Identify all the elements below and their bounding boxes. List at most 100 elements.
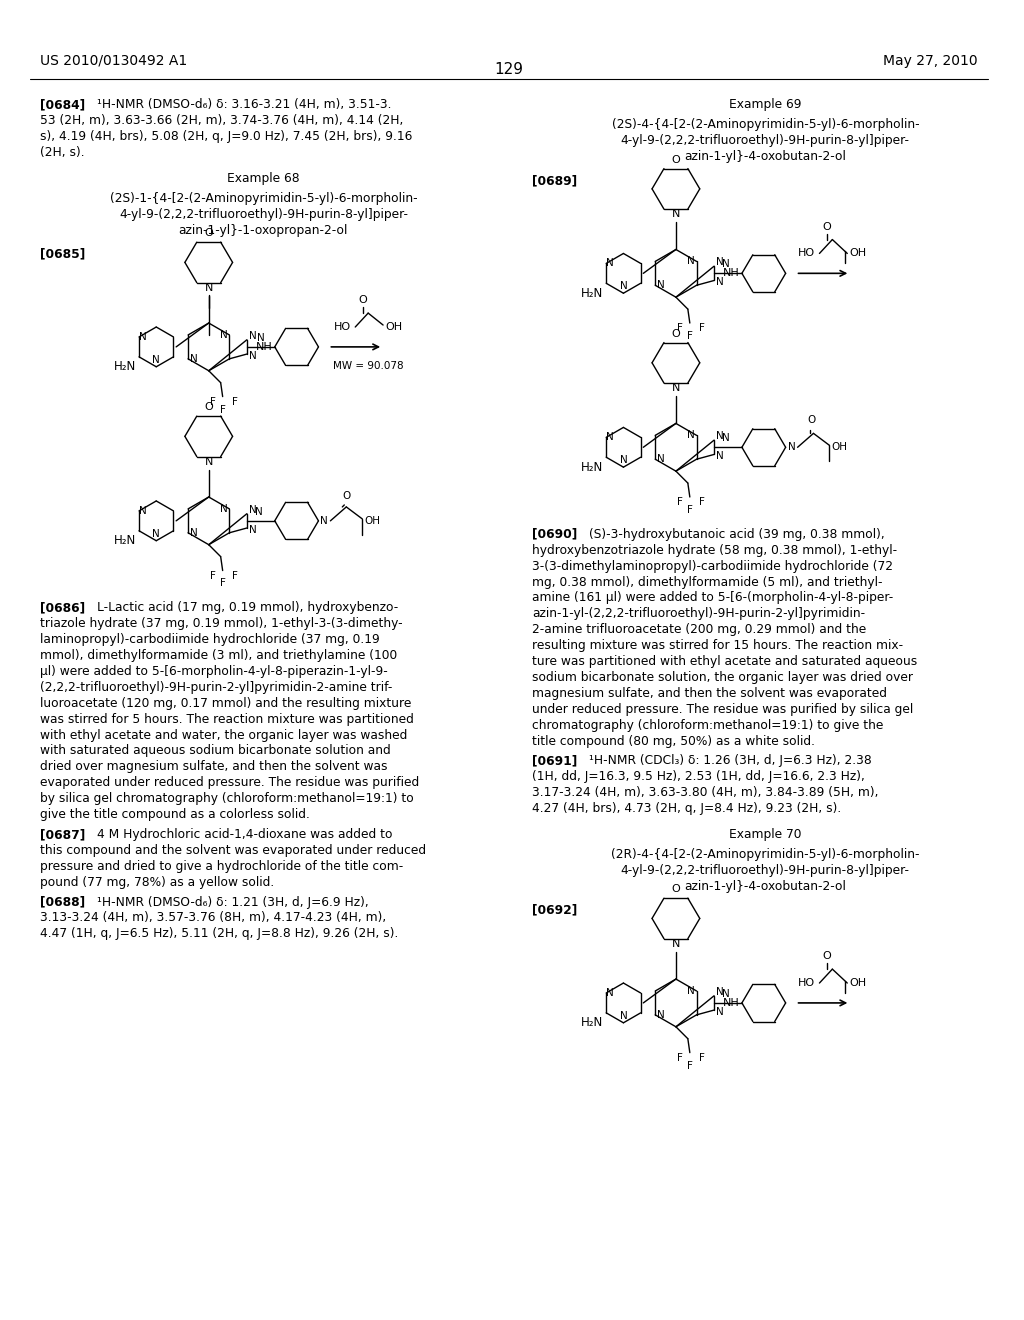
Text: [0692]: [0692]	[531, 903, 578, 916]
Text: N: N	[787, 442, 796, 453]
Text: H₂N: H₂N	[582, 286, 603, 300]
Text: azin-1-yl}-4-oxobutan-2-ol: azin-1-yl}-4-oxobutan-2-ol	[684, 879, 846, 892]
Text: F: F	[220, 578, 225, 589]
Text: N: N	[620, 281, 628, 292]
Text: N: N	[672, 939, 680, 949]
Text: F: F	[210, 396, 216, 407]
Text: F: F	[687, 331, 693, 341]
Text: N: N	[257, 333, 264, 343]
Text: OH: OH	[849, 978, 866, 989]
Text: N: N	[606, 433, 614, 442]
Text: amine (161 μl) were added to 5-[6-(morpholin-4-yl-8-piper-: amine (161 μl) were added to 5-[6-(morph…	[531, 591, 893, 605]
Text: with saturated aqueous sodium bicarbonate solution and: with saturated aqueous sodium bicarbonat…	[40, 744, 390, 758]
Text: F: F	[687, 506, 693, 515]
Text: N: N	[722, 989, 730, 999]
Text: N: N	[620, 1011, 628, 1020]
Text: N: N	[153, 355, 160, 364]
Text: NH: NH	[256, 342, 272, 352]
Text: N: N	[716, 451, 724, 462]
Text: with ethyl acetate and water, the organic layer was washed: with ethyl acetate and water, the organi…	[40, 729, 408, 742]
Text: L-Lactic acid (17 mg, 0.19 mmol), hydroxybenzo-: L-Lactic acid (17 mg, 0.19 mmol), hydrox…	[97, 602, 398, 614]
Text: N: N	[716, 277, 724, 288]
Text: O: O	[672, 329, 680, 339]
Text: ture was partitioned with ethyl acetate and saturated aqueous: ture was partitioned with ethyl acetate …	[531, 655, 918, 668]
Text: NH: NH	[723, 998, 740, 1008]
Text: (1H, dd, J=16.3, 9.5 Hz), 2.53 (1H, dd, J=16.6, 2.3 Hz),: (1H, dd, J=16.3, 9.5 Hz), 2.53 (1H, dd, …	[531, 771, 864, 783]
Text: [0684]: [0684]	[40, 99, 85, 111]
Text: HO: HO	[798, 248, 815, 259]
Text: N: N	[722, 433, 730, 444]
Text: N: N	[716, 987, 724, 997]
Text: triazole hydrate (37 mg, 0.19 mmol), 1-ethyl-3-(3-dimethy-: triazole hydrate (37 mg, 0.19 mmol), 1-e…	[40, 618, 402, 630]
Text: laminopropyl)-carbodiimide hydrochloride (37 mg, 0.19: laminopropyl)-carbodiimide hydrochloride…	[40, 634, 380, 647]
Text: 129: 129	[495, 62, 523, 77]
Text: H₂N: H₂N	[114, 535, 136, 548]
Text: Example 68: Example 68	[227, 172, 300, 185]
Text: (2H, s).: (2H, s).	[40, 147, 84, 160]
Text: N: N	[139, 506, 146, 516]
Text: OH: OH	[365, 516, 380, 525]
Text: OH: OH	[831, 442, 848, 453]
Text: this compound and the solvent was evaporated under reduced: this compound and the solvent was evapor…	[40, 843, 426, 857]
Text: O: O	[822, 952, 830, 961]
Text: ¹H-NMR (DMSO-d₆) δ: 1.21 (3H, d, J=6.9 Hz),: ¹H-NMR (DMSO-d₆) δ: 1.21 (3H, d, J=6.9 H…	[97, 895, 370, 908]
Text: ¹H-NMR (CDCl₃) δ: 1.26 (3H, d, J=6.3 Hz), 2.38: ¹H-NMR (CDCl₃) δ: 1.26 (3H, d, J=6.3 Hz)…	[590, 755, 872, 767]
Text: azin-1-yl}-4-oxobutan-2-ol: azin-1-yl}-4-oxobutan-2-ol	[684, 150, 846, 164]
Text: (2S)-4-{4-[2-(2-Aminopyrimidin-5-yl)-6-morpholin-: (2S)-4-{4-[2-(2-Aminopyrimidin-5-yl)-6-m…	[611, 119, 920, 131]
Text: azin-1-yl-(2,2,2-trifluoroethyl)-9H-purin-2-yl]pyrimidin-: azin-1-yl-(2,2,2-trifluoroethyl)-9H-puri…	[531, 607, 865, 620]
Text: N: N	[687, 986, 694, 997]
Text: N: N	[606, 987, 614, 998]
Text: N: N	[249, 351, 257, 362]
Text: N: N	[657, 454, 665, 465]
Text: [0689]: [0689]	[531, 174, 577, 187]
Text: give the title compound as a colorless solid.: give the title compound as a colorless s…	[40, 808, 309, 821]
Text: was stirred for 5 hours. The reaction mixture was partitioned: was stirred for 5 hours. The reaction mi…	[40, 713, 414, 726]
Text: evaporated under reduced pressure. The residue was purified: evaporated under reduced pressure. The r…	[40, 776, 419, 789]
Text: hydroxybenzotriazole hydrate (58 mg, 0.38 mmol), 1-ethyl-: hydroxybenzotriazole hydrate (58 mg, 0.3…	[531, 544, 897, 557]
Text: chromatography (chloroform:methanol=19:1) to give the: chromatography (chloroform:methanol=19:1…	[531, 718, 883, 731]
Text: F: F	[698, 1052, 705, 1063]
Text: [0685]: [0685]	[40, 247, 85, 260]
Text: O: O	[672, 884, 680, 894]
Text: N: N	[321, 516, 329, 525]
Text: N: N	[139, 331, 146, 342]
Text: O: O	[342, 491, 350, 502]
Text: O: O	[205, 403, 213, 412]
Text: resulting mixture was stirred for 15 hours. The reaction mix-: resulting mixture was stirred for 15 hou…	[531, 639, 903, 652]
Text: (2R)-4-{4-[2-(2-Aminopyrimidin-5-yl)-6-morpholin-: (2R)-4-{4-[2-(2-Aminopyrimidin-5-yl)-6-m…	[611, 847, 920, 861]
Text: (2S)-1-{4-[2-(2-Aminopyrimidin-5-yl)-6-morpholin-: (2S)-1-{4-[2-(2-Aminopyrimidin-5-yl)-6-m…	[110, 191, 417, 205]
Text: N: N	[620, 455, 628, 465]
Text: O: O	[205, 228, 213, 238]
Text: N: N	[153, 529, 160, 539]
Text: OH: OH	[385, 322, 402, 333]
Text: F: F	[687, 1060, 693, 1071]
Text: F: F	[677, 323, 683, 333]
Text: dried over magnesium sulfate, and then the solvent was: dried over magnesium sulfate, and then t…	[40, 760, 387, 774]
Text: 4.47 (1H, q, J=6.5 Hz), 5.11 (2H, q, J=8.8 Hz), 9.26 (2H, s).: 4.47 (1H, q, J=6.5 Hz), 5.11 (2H, q, J=8…	[40, 928, 398, 940]
Text: N: N	[205, 457, 213, 467]
Text: (2,2,2-trifluoroethyl)-9H-purin-2-yl]pyrimidin-2-amine trif-: (2,2,2-trifluoroethyl)-9H-purin-2-yl]pyr…	[40, 681, 392, 694]
Text: OH: OH	[849, 248, 866, 259]
Text: N: N	[220, 504, 227, 513]
Text: F: F	[231, 396, 238, 407]
Text: O: O	[822, 222, 830, 231]
Text: s), 4.19 (4H, brs), 5.08 (2H, q, J=9.0 Hz), 7.45 (2H, brs), 9.16: s), 4.19 (4H, brs), 5.08 (2H, q, J=9.0 H…	[40, 131, 412, 143]
Text: N: N	[722, 259, 730, 269]
Text: MW = 90.078: MW = 90.078	[334, 360, 404, 371]
Text: N: N	[687, 430, 694, 441]
Text: May 27, 2010: May 27, 2010	[884, 54, 978, 67]
Text: μl) were added to 5-[6-morpholin-4-yl-8-piperazin-1-yl-9-: μl) were added to 5-[6-morpholin-4-yl-8-…	[40, 665, 387, 678]
Text: N: N	[190, 354, 198, 364]
Text: [0688]: [0688]	[40, 895, 85, 908]
Text: ¹H-NMR (DMSO-d₆) δ: 3.16-3.21 (4H, m), 3.51-3.: ¹H-NMR (DMSO-d₆) δ: 3.16-3.21 (4H, m), 3…	[97, 99, 392, 111]
Text: HO: HO	[334, 322, 350, 333]
Text: N: N	[672, 383, 680, 393]
Text: N: N	[249, 525, 257, 535]
Text: F: F	[698, 323, 705, 333]
Text: NH: NH	[723, 268, 740, 279]
Text: O: O	[672, 154, 680, 165]
Text: 53 (2H, m), 3.63-3.66 (2H, m), 3.74-3.76 (4H, m), 4.14 (2H,: 53 (2H, m), 3.63-3.66 (2H, m), 3.74-3.76…	[40, 115, 403, 127]
Text: azin-1-yl}-1-oxopropan-2-ol: azin-1-yl}-1-oxopropan-2-ol	[179, 223, 348, 236]
Text: H₂N: H₂N	[582, 461, 603, 474]
Text: N: N	[657, 1010, 665, 1020]
